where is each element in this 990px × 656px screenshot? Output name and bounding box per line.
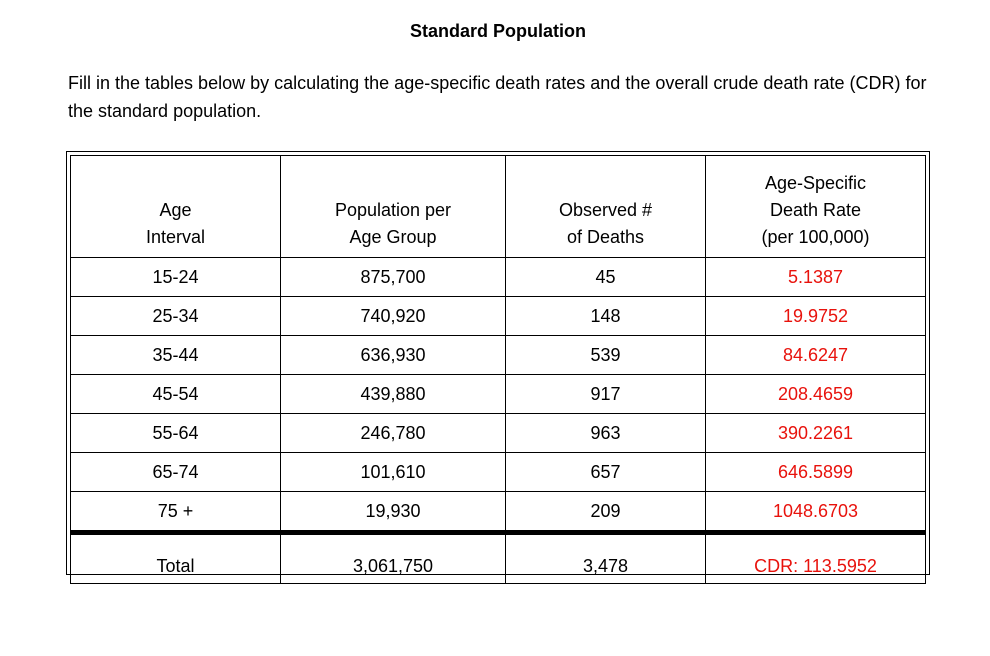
age-cell: 15-24 [70, 257, 281, 297]
deaths-cell: 963 [505, 413, 706, 453]
deaths-cell: 917 [505, 374, 706, 414]
header-deaths-line2: of Deaths [566, 227, 645, 247]
total-deaths: 3,478 [505, 532, 706, 584]
header-rate-line2: Death Rate [769, 200, 862, 220]
total-population: 3,061,750 [280, 532, 506, 584]
age-cell: 75 + [70, 491, 281, 535]
header-deaths-line1: Observed # [558, 200, 653, 220]
population-cell: 19,930 [280, 491, 506, 535]
rate-cell: 84.6247 [705, 335, 926, 375]
table-row: 35-44 636,930 539 84.6247 [70, 335, 926, 375]
table-row: 25-34 740,920 148 19.9752 [70, 296, 926, 336]
rate-cell: 1048.6703 [705, 491, 926, 535]
standard-population-table-frame: Age Interval Population per Age Group Ob… [66, 151, 930, 584]
table-row: 75 + 19,930 209 1048.6703 [70, 491, 926, 535]
header-population: Population per Age Group [280, 155, 506, 258]
header-rate-line1: Age-Specific [764, 173, 867, 193]
age-cell: 35-44 [70, 335, 281, 375]
population-cell: 246,780 [280, 413, 506, 453]
total-label: Total [70, 532, 281, 584]
header-observed-deaths: Observed # of Deaths [505, 155, 706, 258]
rate-cell: 646.5899 [705, 452, 926, 492]
header-age-interval: Age Interval [70, 155, 281, 258]
population-cell: 740,920 [280, 296, 506, 336]
population-cell: 101,610 [280, 452, 506, 492]
crude-death-rate: CDR: 113.5952 [705, 532, 926, 584]
table-row: 45-54 439,880 917 208.4659 [70, 374, 926, 414]
page-title: Standard Population [409, 21, 586, 41]
deaths-cell: 209 [505, 491, 706, 535]
table-row: 65-74 101,610 657 646.5899 [70, 452, 926, 492]
header-age-line1: Age [159, 200, 192, 220]
rate-cell: 390.2261 [705, 413, 926, 453]
rate-cell: 19.9752 [705, 296, 926, 336]
header-rate-line3: (per 100,000) [761, 227, 870, 247]
standard-population-table: Age Interval Population per Age Group Ob… [70, 155, 926, 584]
deaths-cell: 539 [505, 335, 706, 375]
deaths-cell: 148 [505, 296, 706, 336]
population-cell: 636,930 [280, 335, 506, 375]
instructions-text: Fill in the tables below by calculating … [68, 73, 927, 121]
table-row: 15-24 875,700 45 5.1387 [70, 257, 926, 297]
header-death-rate: Age-Specific Death Rate (per 100,000) [705, 155, 926, 258]
age-cell: 45-54 [70, 374, 281, 414]
table-row: 55-64 246,780 963 390.2261 [70, 413, 926, 453]
population-cell: 875,700 [280, 257, 506, 297]
age-cell: 25-34 [70, 296, 281, 336]
deaths-cell: 657 [505, 452, 706, 492]
header-population-line2: Age Group [349, 227, 437, 247]
rate-cell: 208.4659 [705, 374, 926, 414]
age-cell: 65-74 [70, 452, 281, 492]
deaths-cell: 45 [505, 257, 706, 297]
header-age-line2: Interval [145, 227, 206, 247]
rate-cell: 5.1387 [705, 257, 926, 297]
table-header-row: Age Interval Population per Age Group Ob… [70, 155, 926, 258]
population-cell: 439,880 [280, 374, 506, 414]
total-row: Total 3,061,750 3,478 CDR: 113.5952 [70, 532, 926, 584]
header-population-line1: Population per [334, 200, 452, 220]
age-cell: 55-64 [70, 413, 281, 453]
